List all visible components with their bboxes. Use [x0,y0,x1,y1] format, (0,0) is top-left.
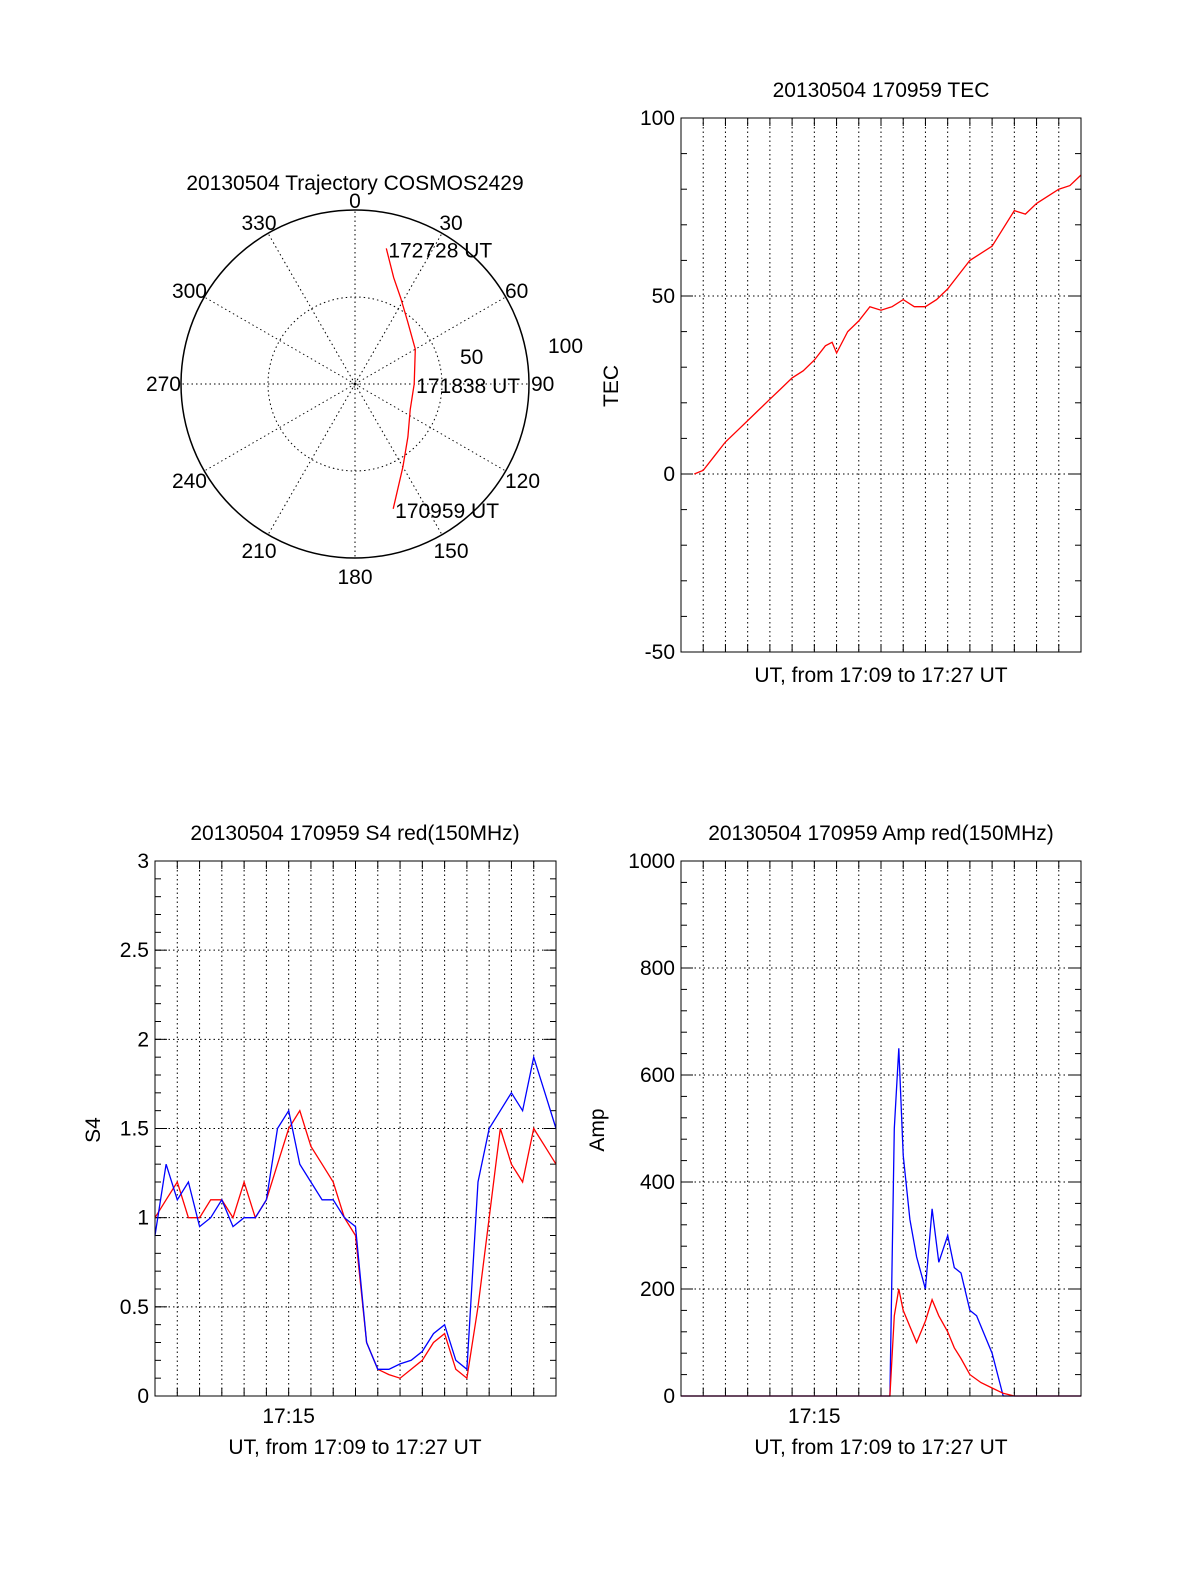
polar-spoke [204,296,356,385]
polar-time-annotation: 171838 UT [416,375,520,398]
polar-spoke [354,383,443,535]
tec-ytick-label: -50 [645,641,675,664]
polar-radial-label: 50 [460,346,483,369]
amp-ytick-label: 200 [640,1278,675,1301]
s4-ytick-label: 0 [137,1385,149,1408]
polar-trajectory-plot: 20130504 Trajectory COSMOS2429 0 30 60 90 12… [146,172,583,589]
amp-series-line-1 [681,1288,1081,1397]
polar-azimuth-label: 240 [172,470,207,493]
tec-ytick-label: 100 [640,107,675,130]
polar-outer-circle [180,209,530,559]
amp-xlabel: UT, from 17:09 to 17:27 UT [754,1436,1007,1459]
tec-title: 20130504 170959 TEC [773,79,990,102]
polar-spoke [354,233,443,385]
polar-azimuth-label: 180 [337,566,372,589]
tec-ytick-label: 0 [663,463,675,486]
s4-xlabel: UT, from 17:09 to 17:27 UT [228,1436,481,1459]
tec-xlabel: UT, from 17:09 to 17:27 UT [754,664,1007,687]
amp-title: 20130504 170959 Amp red(150MHz) [708,822,1054,845]
polar-azimuth-label: 270 [146,373,181,396]
polar-radial-label: 100 [548,335,583,358]
amp-plot: 20130504 170959 Amp red(150MHz) UT, from… [586,822,1082,1459]
polar-azimuth-label: 30 [439,212,462,235]
polar-azimuth-label: 60 [505,280,528,303]
polar-spoke [204,383,356,472]
s4-ylabel: S4 [82,1117,105,1143]
polar-azimuth-label: 300 [172,280,207,303]
polar-trajectory-line [385,248,416,509]
tec-ylabel: TEC [600,365,623,407]
amp-ytick-label: 800 [640,957,675,980]
s4-xtick-label: 17:15 [262,1405,315,1428]
amp-ylabel: Amp [586,1108,609,1151]
amp-xtick-label: 17:15 [788,1405,841,1428]
s4-ytick-label: 1 [137,1207,149,1230]
tec-ytick-label: 50 [652,285,675,308]
polar-center-mark [351,380,359,388]
polar-spoke [267,233,356,385]
tec-plot: 20130504 170959 TEC UT, from 17:09 to 17… [600,79,1082,687]
tec-plot-frame [680,117,1082,653]
s4-series-line-1 [154,1054,557,1371]
polar-azimuth-label: 330 [241,212,276,235]
polar-azimuth-label: 120 [505,470,540,493]
tec-series-line-0 [694,174,1082,475]
polar-spoke [267,383,356,535]
s4-ytick-label: 3 [137,850,149,873]
polar-azimuth-label: 90 [531,373,554,396]
polar-time-annotation: 172728 UT [388,239,492,262]
s4-ytick-label: 1.5 [120,1118,149,1141]
amp-ytick-label: 0 [663,1385,675,1408]
amp-plot-frame [680,860,1082,1397]
s4-title: 20130504 170959 S4 red(150MHz) [190,822,519,845]
polar-time-annotation: 170959 UT [395,500,499,523]
s4-plot-frame [154,860,557,1397]
polar-azimuth-label: 150 [433,540,468,563]
s4-ytick-label: 2 [137,1028,149,1051]
s4-ytick-label: 2.5 [120,939,149,962]
polar-azimuth-label: 210 [241,540,276,563]
amp-ytick-label: 600 [640,1064,675,1087]
amp-ytick-label: 400 [640,1171,675,1194]
polar-spoke [354,296,506,385]
polar-spoke [354,383,506,472]
polar-azimuth-label: 0 [349,190,361,213]
s4-ytick-label: 0.5 [120,1296,149,1319]
amp-ytick-label: 1000 [628,850,675,873]
s4-plot: 20130504 170959 S4 red(150MHz) UT, from … [82,822,557,1459]
polar-title: 20130504 Trajectory COSMOS2429 [186,172,523,195]
